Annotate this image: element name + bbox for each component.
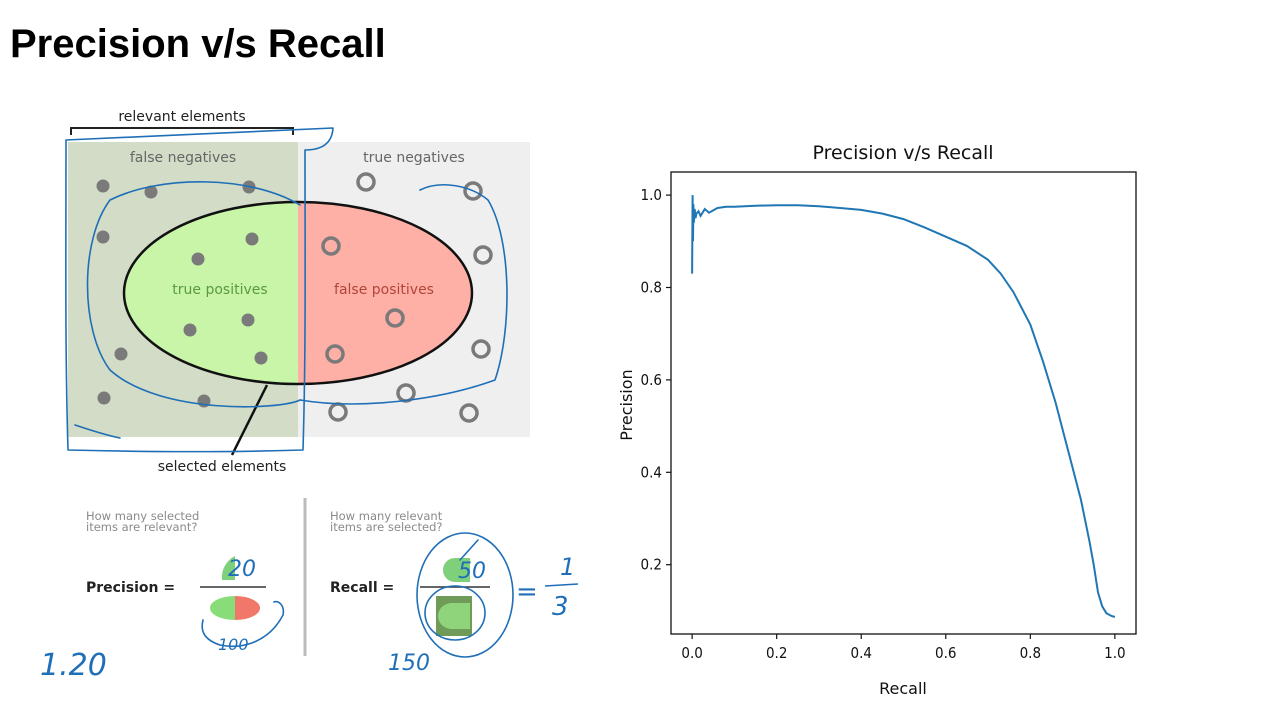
recall-formula-label: Recall =	[330, 580, 394, 596]
hollow-dot	[321, 236, 341, 256]
x-tick-label: 0.4	[851, 644, 872, 662]
annotation-stroke	[299, 184, 508, 405]
x-tick-label: 0.0	[681, 644, 702, 662]
annotation-stroke	[201, 600, 285, 647]
annotation-stroke	[65, 127, 334, 453]
y-tick-label: 1.0	[641, 186, 662, 204]
y-tick-label: 0.2	[641, 556, 662, 574]
precision-numerator-shape	[221, 556, 235, 580]
dot	[245, 232, 259, 246]
side-note: 1.20	[40, 648, 107, 683]
result-denominator-note: 3	[552, 592, 569, 622]
chart-title: Precision v/s Recall	[812, 142, 993, 164]
precision-denominator-red	[235, 596, 260, 620]
y-tick-label: 0.4	[641, 463, 662, 481]
annotation-stroke	[86, 181, 301, 408]
hollow-dot	[325, 344, 345, 364]
recall-numerator-shape	[443, 558, 470, 582]
dot	[191, 252, 205, 266]
annotation-stroke	[424, 585, 486, 641]
x-tick-label: 1.0	[1104, 644, 1125, 662]
selected-label: selected elements	[158, 459, 287, 475]
dot	[96, 179, 110, 193]
annotation-stroke	[416, 532, 514, 658]
precision-formula-label: Precision =	[86, 580, 175, 596]
recall-question-line1: How many relevant	[330, 509, 443, 523]
dot	[97, 391, 111, 405]
precision-denominator-note: 100	[218, 635, 249, 654]
relevant-label: relevant elements	[118, 109, 245, 125]
hollow-dot	[459, 403, 479, 423]
result-numerator-note: 1	[560, 553, 575, 581]
hollow-dot	[471, 339, 491, 359]
equals-note: =	[516, 577, 538, 607]
true-positives-region	[124, 202, 298, 384]
precision-question-line1: How many selected	[86, 509, 199, 523]
precision-numerator-note: 20	[228, 557, 256, 582]
recall-denominator-note: 150	[388, 651, 430, 676]
false-positives-label: false positives	[334, 282, 434, 298]
annotation-stroke	[459, 539, 479, 561]
result-fraction-bar	[544, 583, 579, 587]
true-positives-label: true positives	[172, 282, 267, 298]
dot	[144, 185, 158, 199]
hollow-dot	[473, 245, 493, 265]
relevant-bracket	[70, 127, 294, 135]
pr-curve	[691, 195, 1116, 618]
x-tick-label: 0.8	[1020, 644, 1041, 662]
hollow-dot	[356, 172, 376, 192]
dot	[96, 230, 110, 244]
x-tick-label: 0.2	[766, 644, 787, 662]
plot-frame	[670, 171, 1137, 635]
precision-denominator-green	[210, 596, 235, 620]
false-positives-region	[298, 202, 472, 384]
x-tick-label: 0.6	[935, 644, 956, 662]
dot	[183, 323, 197, 337]
precision-recall-diagram: relevant elements false negatives true n…	[40, 109, 579, 683]
recall-numerator-note: 50	[458, 559, 486, 584]
recall-denominator-inner	[438, 603, 470, 629]
dot	[241, 313, 255, 327]
true-negatives-label: true negatives	[363, 150, 465, 166]
x-axis-label: Recall	[879, 679, 927, 698]
hollow-dot	[385, 308, 405, 328]
false-negatives-label: false negatives	[130, 150, 236, 166]
relevant-dots	[96, 179, 268, 408]
y-tick-label: 0.8	[641, 279, 662, 297]
annotation-stroke	[74, 424, 121, 439]
non-relevant-dots	[321, 172, 493, 423]
recall-question-line2: items are selected?	[330, 520, 443, 534]
selected-boundary	[122, 200, 474, 386]
dot	[254, 351, 268, 365]
y-tick-label: 0.6	[641, 371, 662, 389]
slide-title: Precision v/s Recall	[10, 22, 386, 66]
precision-question-line2: items are relevant?	[86, 520, 197, 534]
dot	[114, 347, 128, 361]
hollow-dot	[463, 181, 483, 201]
selected-pointer	[230, 384, 269, 456]
